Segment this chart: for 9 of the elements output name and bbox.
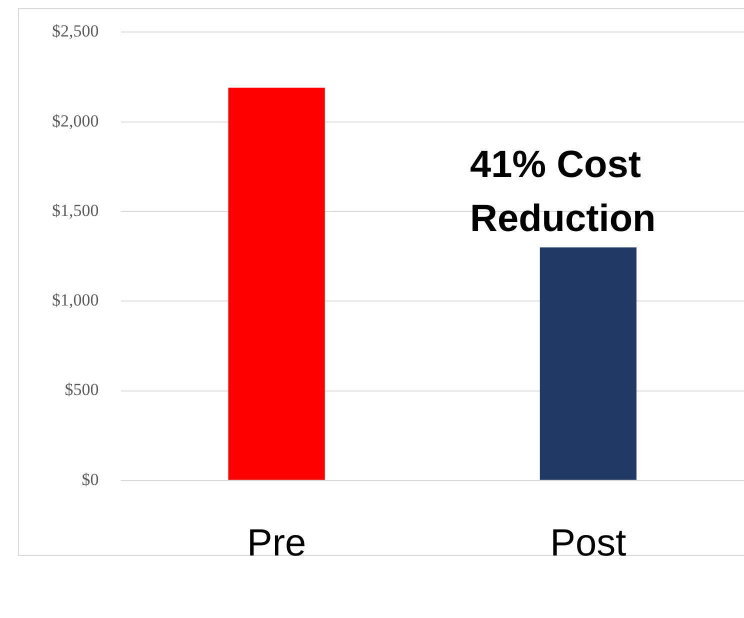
x-tick-label: Post	[550, 522, 627, 565]
y-tick-label: $1,500	[52, 200, 99, 220]
y-tick-label: $1,000	[52, 290, 99, 310]
x-tick-label: Pre	[246, 522, 306, 565]
y-tick-label: $2,000	[52, 111, 99, 130]
y-tick-label: $0	[82, 470, 99, 489]
y-tick-label: $500	[64, 380, 99, 400]
y-tick-label: $2,500	[52, 22, 99, 41]
annotation: 41% Cost Reduction	[470, 143, 657, 242]
